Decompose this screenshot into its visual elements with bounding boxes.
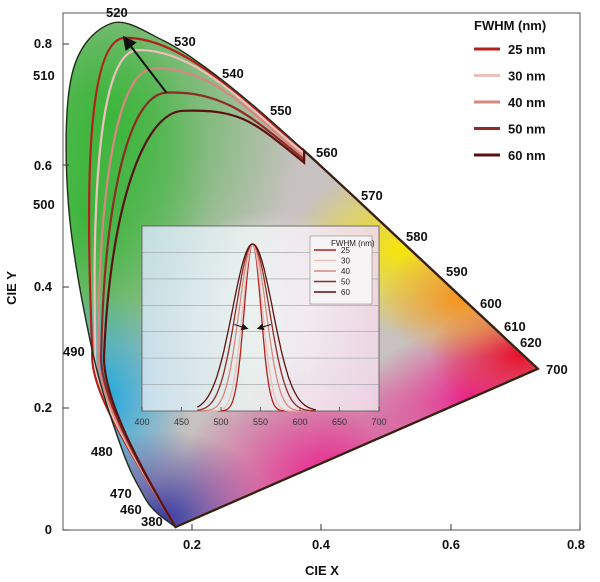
inset-legend-label: 50 <box>341 278 350 287</box>
inset-curves <box>196 243 316 412</box>
legend-label: 60 nm <box>508 148 546 163</box>
wavelength-label: 510 <box>33 68 55 83</box>
wavelength-label: 700 <box>546 362 568 377</box>
wavelength-label: 380 <box>141 514 163 529</box>
inset-legend-label: 30 <box>341 257 350 266</box>
legend: FWHM (nm) 25 nm 30 nm 40 nm 50 nm 60 nm <box>474 18 546 163</box>
y-tick-label: 0.4 <box>34 279 53 294</box>
wavelength-label: 520 <box>106 5 128 20</box>
inset-tick-label: 600 <box>292 417 307 427</box>
legend-label: 30 nm <box>508 69 546 84</box>
gamut-curves <box>87 36 540 529</box>
wavelength-label: 460 <box>120 502 142 517</box>
inset-curve-60 <box>196 243 316 411</box>
x-tick-label: 0.4 <box>312 537 331 552</box>
x-tick-label: 0.6 <box>442 537 460 552</box>
inset-tick-label: 500 <box>213 417 228 427</box>
wavelength-label: 500 <box>33 197 55 212</box>
wavelength-label: 570 <box>361 188 383 203</box>
legend-label: 25 nm <box>508 42 546 57</box>
wavelength-label: 600 <box>480 296 502 311</box>
inset-legend-label: 60 <box>341 288 350 297</box>
y-axis: 0 0.2 0.4 0.6 0.8 CIE Y <box>4 36 69 537</box>
legend-title: FWHM (nm) <box>474 18 546 33</box>
y-axis-title: CIE Y <box>4 271 19 305</box>
inset-tick-label: 450 <box>174 417 189 427</box>
inset-legend-title: FWHM (nm) <box>331 239 375 248</box>
y-tick-label: 0.2 <box>34 400 52 415</box>
shift-arrow <box>122 35 168 94</box>
inset-tick-label: 400 <box>134 417 149 427</box>
wavelength-label: 610 <box>504 319 526 334</box>
wavelength-label: 480 <box>91 444 113 459</box>
wavelength-label: 590 <box>446 264 468 279</box>
wavelength-label: 490 <box>63 344 85 359</box>
gamut-curve-50-nm <box>99 91 540 529</box>
inset-legend-label: 40 <box>341 267 350 276</box>
legend-label: 50 nm <box>508 122 546 137</box>
wavelength-label: 550 <box>270 103 292 118</box>
x-tick-label: 0.2 <box>183 537 201 552</box>
y-tick-label: 0.6 <box>34 158 52 173</box>
inset-fwhm-arrow <box>234 323 249 331</box>
spectral-locus <box>65 21 540 528</box>
inset-curve-30 <box>197 243 316 412</box>
inset-tick-label: 700 <box>371 417 386 427</box>
legend-label: 40 nm <box>508 95 546 110</box>
gamut-curve-60-nm <box>102 109 540 529</box>
inset-legend-label: 25 <box>341 246 350 255</box>
inset-arrows <box>234 323 271 331</box>
gamut-curve-40-nm <box>96 67 540 529</box>
wavelength-label: 620 <box>520 335 542 350</box>
wavelength-labels: 380 460 470 480 490 500 510 520 530 540 … <box>33 5 568 529</box>
x-axis: 0.2 0.4 0.6 0.8 CIE X <box>183 524 585 578</box>
y-tick-label: 0 <box>45 522 52 537</box>
y-tick-label: 0.8 <box>34 36 52 51</box>
inset-grid <box>142 252 379 385</box>
x-axis-title: CIE X <box>305 563 339 578</box>
inset-tick-label: 550 <box>253 417 268 427</box>
x-tick-label: 0.8 <box>567 537 585 552</box>
inset-tick-label: 650 <box>332 417 347 427</box>
gamut-curve-25-nm <box>87 36 540 529</box>
wavelength-label: 470 <box>110 486 132 501</box>
wavelength-label: 530 <box>174 34 196 49</box>
inset-fwhm-arrow <box>256 323 271 331</box>
wavelength-label: 580 <box>406 229 428 244</box>
wavelength-label: 560 <box>316 145 338 160</box>
wavelength-label: 540 <box>222 66 244 81</box>
inset-x-axis: 400 450 500 550 600 650 700 <box>134 407 387 427</box>
inset-curve-40 <box>197 243 316 412</box>
